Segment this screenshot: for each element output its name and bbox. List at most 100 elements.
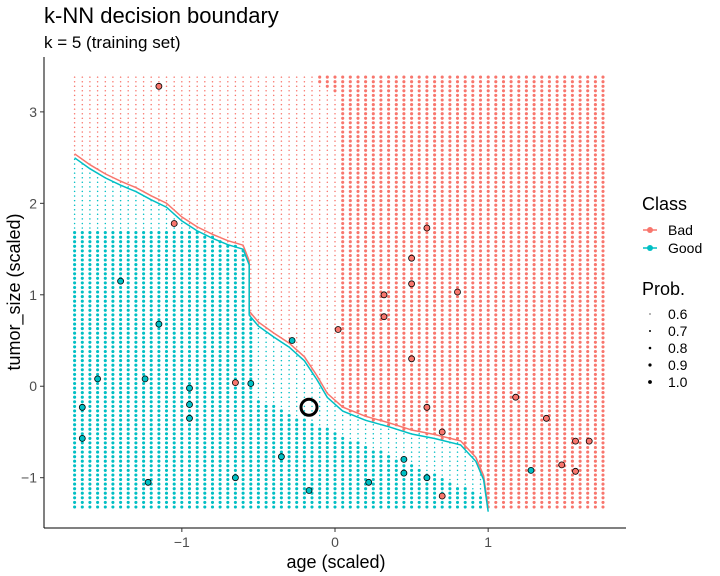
grid-dot (73, 195, 76, 197)
grid-dot (295, 282, 298, 284)
grid-dot (103, 258, 107, 262)
grid-dot (104, 131, 107, 133)
grid-dot (165, 85, 168, 88)
grid-dot (218, 317, 222, 322)
grid-dot (348, 167, 352, 171)
grid-dot (425, 75, 429, 79)
grid-dot (111, 249, 115, 253)
grid-dot (463, 285, 467, 290)
grid-dot (149, 304, 153, 308)
grid-dot (265, 117, 267, 120)
grid-dot (211, 144, 214, 147)
grid-dot (371, 139, 375, 143)
grid-dot (80, 418, 84, 422)
grid-dot (80, 496, 84, 500)
grid-dot (134, 455, 138, 459)
grid-dot (210, 354, 215, 358)
grid-dot (149, 468, 153, 472)
grid-dot (387, 130, 391, 134)
grid-dot (265, 199, 267, 202)
grid-dot (472, 465, 474, 467)
grid-dot (218, 450, 222, 454)
grid-dot (218, 391, 222, 395)
grid-dot (279, 450, 283, 454)
grid-dot (334, 231, 336, 234)
grid-dot (348, 80, 352, 84)
grid-dot (134, 267, 138, 271)
grid-dot (227, 195, 229, 197)
grid-dot (463, 125, 467, 129)
grid-dot (234, 204, 237, 206)
grid-dot (218, 487, 222, 491)
grid-dot (180, 450, 184, 454)
grid-dot (455, 244, 460, 248)
grid-dot (134, 464, 138, 468)
grid-dot (425, 487, 429, 491)
grid-dot (88, 432, 92, 436)
grid-dot (387, 162, 391, 166)
grid-dot (257, 318, 260, 321)
grid-dot (334, 318, 336, 321)
grid-dot (80, 244, 84, 248)
grid-dot (318, 505, 322, 509)
grid-dot (455, 317, 460, 322)
grid-dot (272, 90, 275, 92)
grid-dot (164, 400, 169, 404)
grid-dot (280, 231, 283, 234)
grid-dot (364, 345, 368, 349)
grid-dot (318, 208, 321, 211)
grid-dot (157, 272, 161, 276)
grid-dot (219, 199, 221, 202)
grid-dot (204, 131, 206, 133)
grid-dot (227, 122, 229, 124)
grid-dot (326, 405, 329, 408)
grid-dot (150, 126, 152, 129)
grid-dot (88, 272, 92, 276)
grid-dot (295, 167, 298, 170)
grid-dot (172, 381, 176, 386)
grid-dot (111, 391, 115, 395)
grid-dot (333, 445, 337, 450)
grid-dot (173, 190, 175, 193)
grid-dot (288, 300, 290, 302)
grid-dot (394, 372, 398, 376)
grid-dot (311, 195, 313, 197)
grid-dot (242, 103, 244, 106)
grid-dot (250, 204, 252, 206)
grid-dot (165, 99, 168, 101)
grid-dot (425, 377, 429, 381)
grid-dot (226, 299, 230, 303)
grid-dot (455, 340, 460, 344)
grid-dot (242, 227, 244, 229)
grid-dot (364, 171, 368, 175)
grid-dot (265, 286, 267, 289)
grid-dot (164, 505, 169, 509)
grid-dot (471, 445, 475, 450)
grid-dot (119, 163, 122, 165)
grid-dot (318, 487, 322, 491)
grid-dot (164, 468, 169, 472)
grid-dot (111, 308, 115, 312)
grid-dot (364, 217, 368, 221)
grid-dot (157, 477, 161, 482)
grid-dot (295, 427, 299, 431)
grid-dot (165, 122, 168, 124)
grid-dot (103, 445, 107, 450)
grid-dot (288, 195, 290, 197)
grid-dot (295, 254, 298, 257)
grid-dot (463, 84, 467, 88)
grid-dot (187, 349, 192, 354)
grid-dot (195, 400, 199, 404)
grid-dot (218, 400, 222, 404)
grid-dot (256, 409, 260, 413)
grid-dot (103, 285, 107, 290)
grid-dot (311, 190, 313, 193)
grid-dot (287, 500, 291, 504)
grid-dot (96, 253, 100, 258)
grid-dot (326, 195, 329, 197)
grid-dot (440, 130, 444, 134)
grid-dot (187, 327, 192, 331)
grid-dot (73, 140, 76, 142)
grid-dot (257, 369, 260, 371)
grid-dot (287, 473, 291, 477)
